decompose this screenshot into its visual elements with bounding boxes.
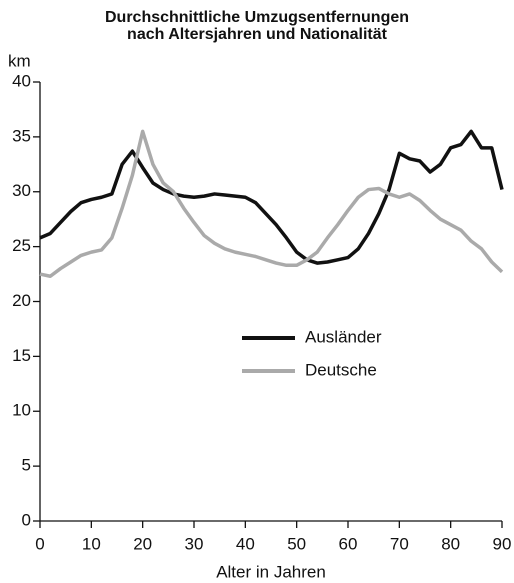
x-tick-label: 50 <box>287 534 306 553</box>
y-tick-label: 35 <box>12 126 31 145</box>
line <box>39 129 504 279</box>
x-tick-label: 70 <box>390 534 409 553</box>
y-tick-label: 15 <box>12 346 31 365</box>
y-tick-label: 30 <box>12 181 31 200</box>
x-tick-label: 60 <box>339 534 358 553</box>
legend-label: Deutsche <box>305 360 377 379</box>
y-axis-label: km <box>8 51 31 70</box>
x-tick-label: 80 <box>441 534 460 553</box>
x-tick-label: 20 <box>133 534 152 553</box>
x-tick-label: 40 <box>236 534 255 553</box>
line <box>39 129 504 265</box>
x-tick-label: 0 <box>35 534 44 553</box>
chart-title: Durchschnittliche Umzugsentfernungen <box>105 9 409 26</box>
x-tick-label: 10 <box>82 534 101 553</box>
y-tick-label: 40 <box>12 71 31 90</box>
y-tick-label: 10 <box>12 401 31 420</box>
x-axis-label: Alter in Jahren <box>216 562 326 581</box>
y-tick-label: 20 <box>12 291 31 310</box>
y-tick-label: 0 <box>22 510 31 529</box>
legend-label: Ausländer <box>305 327 382 346</box>
x-tick-label: 30 <box>185 534 204 553</box>
x-tick-label: 90 <box>493 534 512 553</box>
y-tick-label: 5 <box>22 456 31 475</box>
y-tick-label: 25 <box>12 236 31 255</box>
chart-title: nach Altersjahren und Nationalität <box>127 26 388 43</box>
